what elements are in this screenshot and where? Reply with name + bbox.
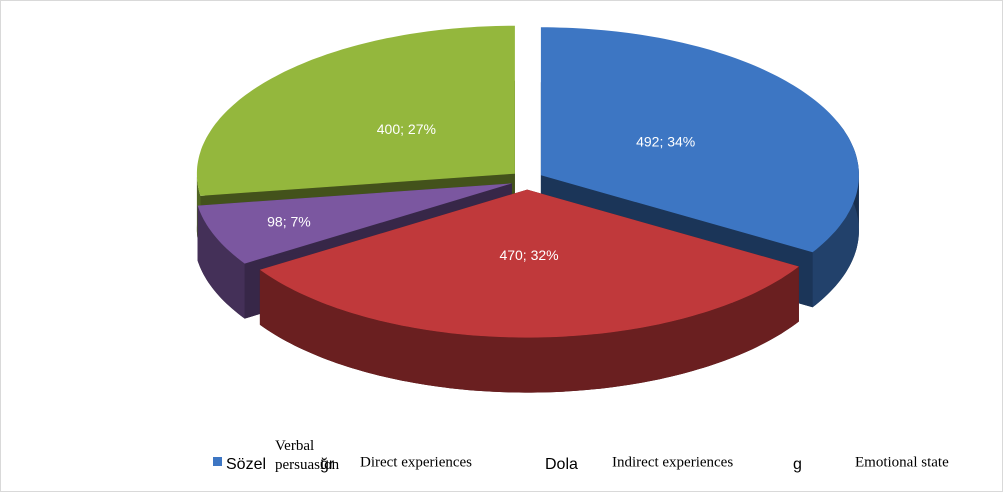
legend-fragment: Dola [545,456,578,473]
slice [259,189,799,338]
slice-side [812,175,859,308]
legend-fragment: Sözel [226,456,266,473]
slice-side [197,205,245,319]
legend: Sözel ğr Dola g Verbal persuasion Direct exper… [213,438,949,473]
legend-label: Indirect experiences [612,454,733,470]
data-label: 492; 34% [636,133,695,149]
data-label: 470; 32% [499,247,558,263]
slice [540,27,859,253]
slice [196,25,515,196]
legend-fragment: g [793,456,802,473]
legend-fragment: ğr [320,456,335,473]
pie: 492; 34% 470; 32% 98; 7% 400; 27% [196,25,859,393]
slice-side [259,266,799,393]
legend-label: Verbal persuasion [275,438,340,473]
data-label: 400; 27% [377,121,436,137]
slice [197,183,512,264]
legend-label: Direct experiences [360,454,472,470]
data-label: 98; 7% [267,213,311,229]
legend-label: Emotional state [855,454,949,470]
legend-swatch [213,457,222,466]
